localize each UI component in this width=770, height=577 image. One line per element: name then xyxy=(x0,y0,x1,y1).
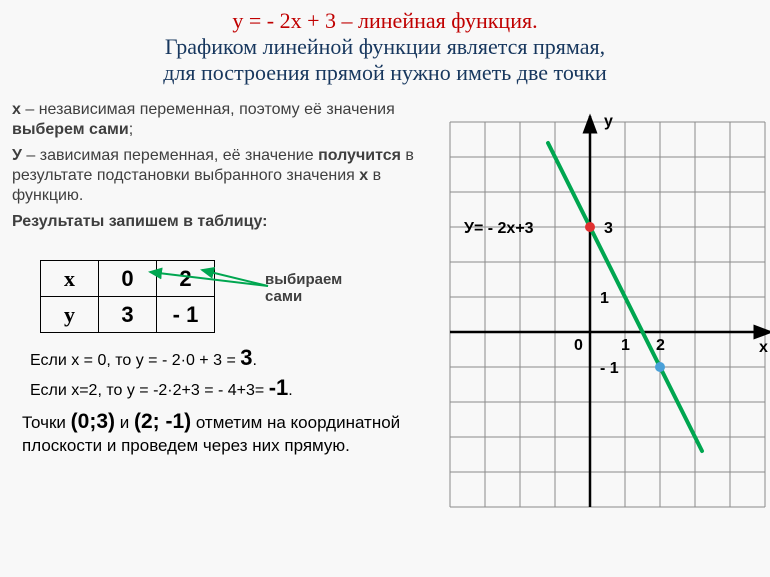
calc-line-2: Если х=2, то у = -2·2+3 = - 4+3= -1. xyxy=(30,375,440,401)
header-line-1: y = - 2x + 3 – линейная функция. xyxy=(40,8,730,34)
c1b: 3 xyxy=(240,345,252,370)
c2a: Если х=2, то у = -2·2+3 = - 4+3= xyxy=(30,382,269,399)
p2-y: У xyxy=(12,147,26,164)
table-x-label: х xyxy=(41,261,99,297)
choose-label-text: выбираем сами xyxy=(265,271,342,305)
p1-d: ; xyxy=(129,121,133,138)
p2-b: – зависимая переменная, её значение xyxy=(26,147,318,164)
svg-text:х: х xyxy=(759,339,768,356)
svg-text:- 1: - 1 xyxy=(600,360,619,377)
table-x0: 0 xyxy=(99,261,157,297)
values-table: х 0 2 у 3 - 1 xyxy=(40,260,215,333)
pt-a: Точки xyxy=(22,413,71,432)
svg-text:1: 1 xyxy=(600,290,609,307)
choose-label: выбираем сами xyxy=(265,272,342,305)
header: y = - 2x + 3 – линейная функция. Графико… xyxy=(0,0,770,92)
paragraph-1: х – независимая переменная, поэтому её з… xyxy=(12,100,442,140)
pt-1: (0;3) xyxy=(71,410,115,433)
header-line-2: Графиком линейной функции является пряма… xyxy=(40,34,730,60)
svg-text:У= - 2х+3: У= - 2х+3 xyxy=(464,220,534,237)
p2-c: получится xyxy=(318,147,401,164)
c2b: -1 xyxy=(269,375,289,400)
table-y-label: у xyxy=(41,297,99,333)
explanation-text: х – независимая переменная, поэтому её з… xyxy=(12,100,442,238)
pt-b: и xyxy=(115,413,134,432)
header-line-3: для построения прямой нужно иметь две то… xyxy=(40,60,730,86)
pt-2: (2; -1) xyxy=(134,410,191,433)
svg-text:0: 0 xyxy=(574,337,583,354)
p1-x: х xyxy=(12,101,25,118)
calc-line-1: Если х = 0, то у = - 2·0 + 3 = 3. xyxy=(30,345,440,371)
coordinate-chart: ух012- 113У= - 2х+3 xyxy=(450,112,760,542)
calculations: Если х = 0, то у = - 2·0 + 3 = 3. Если х… xyxy=(30,345,440,405)
p1-c: выберем сами xyxy=(12,121,129,138)
points-text: Точки (0;3) и (2; -1) отметим на координ… xyxy=(22,408,422,457)
paragraph-2: У – зависимая переменная, её значение по… xyxy=(12,146,442,206)
table-y0: 3 xyxy=(99,297,157,333)
table-x1: 2 xyxy=(157,261,215,297)
svg-text:1: 1 xyxy=(621,337,630,354)
svg-text:2: 2 xyxy=(656,337,665,354)
c1c: . xyxy=(252,352,256,369)
p1-b: – независимая переменная, поэтому её зна… xyxy=(25,101,394,118)
c1a: Если х = 0, то у = - 2·0 + 3 = xyxy=(30,352,240,369)
p2-e: х xyxy=(359,167,368,184)
svg-text:у: у xyxy=(604,113,613,130)
paragraph-3: Результаты запишем в таблицу: xyxy=(12,212,442,232)
svg-text:3: 3 xyxy=(604,220,613,237)
table-y1: - 1 xyxy=(157,297,215,333)
c2c: . xyxy=(288,382,292,399)
